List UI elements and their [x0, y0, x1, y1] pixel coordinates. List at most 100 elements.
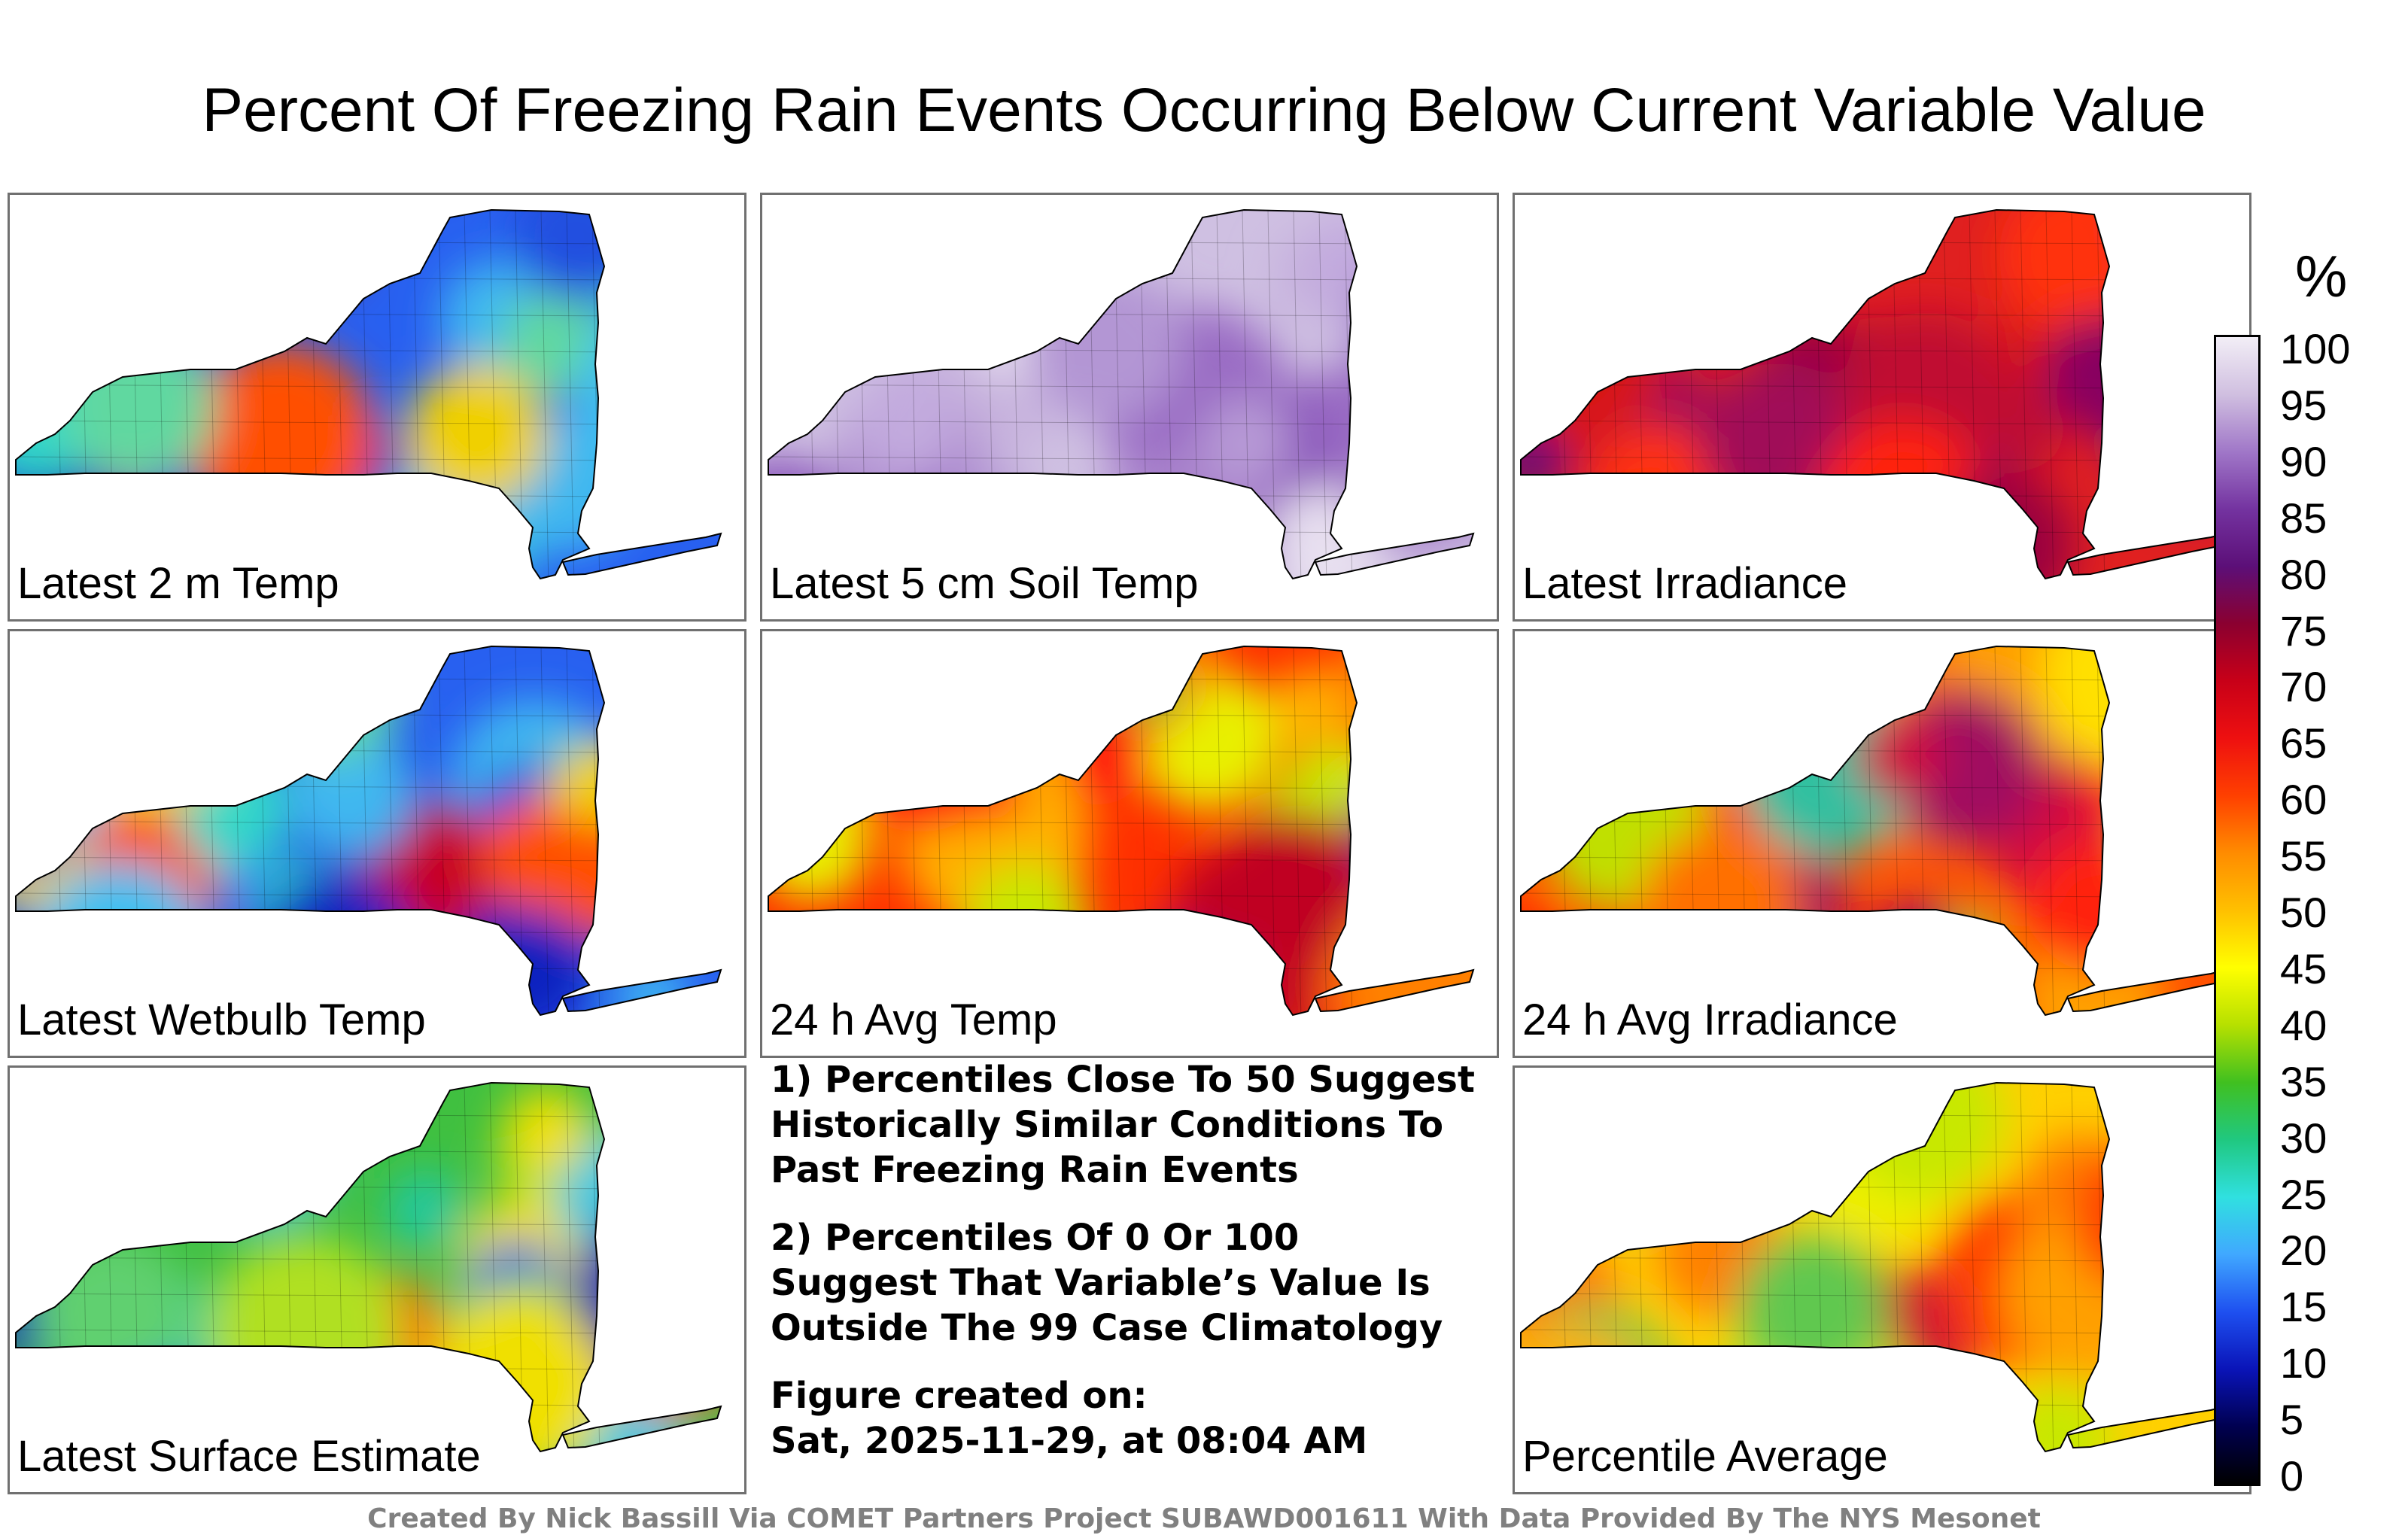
field-blob	[577, 294, 721, 483]
ny-state-map	[768, 645, 1475, 1017]
colorbar-tick-label: 35	[2280, 1057, 2327, 1105]
field-blob	[206, 1236, 403, 1432]
field-blob	[1331, 894, 1473, 1015]
panel-latest-surface-estimate: Latest Surface Estimate	[8, 1065, 746, 1494]
field-blob	[158, 210, 270, 296]
field-blob	[604, 210, 721, 339]
field-blob	[386, 1172, 463, 1248]
field-blob	[93, 646, 227, 720]
field-blob	[1201, 397, 1291, 486]
field-blob	[16, 216, 95, 345]
field-blob	[1269, 486, 1390, 579]
colorbar-tick-label: 0	[2280, 1452, 2304, 1500]
state-outline	[1520, 645, 2111, 1017]
field-blob	[69, 649, 233, 812]
colorbar-tick-label: 95	[2280, 381, 2327, 429]
field-shading	[768, 646, 1473, 1015]
field-blob	[1137, 669, 1280, 812]
state-outline	[768, 645, 1358, 1017]
state-outline	[15, 1081, 606, 1453]
credit-line: Created By Nick Bassill Via COMET Partne…	[367, 1503, 2041, 1534]
field-blob	[616, 962, 689, 1015]
panel-label: 24 h Avg Irradiance	[1522, 995, 1898, 1044]
panel-latest-2m-temp: Latest 2 m Temp	[8, 193, 746, 622]
field-blob	[1750, 1083, 1836, 1161]
panel-label: Latest Wetbulb Temp	[17, 995, 426, 1044]
colorbar-tick-label: 75	[2280, 606, 2327, 655]
field-blob	[93, 646, 275, 737]
colorbar-tick-label: 20	[2280, 1226, 2327, 1275]
colorbar-tick-label: 45	[2280, 944, 2327, 992]
field-blob	[406, 364, 548, 506]
state-outline	[561, 532, 722, 576]
field-blob	[1299, 216, 1403, 320]
field-blob	[182, 1083, 339, 1226]
colorbar-tick-label: 65	[2280, 719, 2327, 768]
colorbar-tick-label: 15	[2280, 1283, 2327, 1331]
field-blob	[481, 801, 591, 911]
panel-label: 24 h Avg Temp	[770, 995, 1057, 1044]
panel-24h-avg-irradiance: 24 h Avg Irradiance	[1513, 629, 2251, 1058]
field-blob	[391, 499, 523, 579]
field-shading	[1521, 1083, 2226, 1451]
panel-latest-5cm-soil-temp: Latest 5 cm Soil Temp	[760, 193, 1499, 622]
field-blob	[617, 1184, 721, 1290]
field-shading	[16, 1083, 721, 1451]
field-blob	[1372, 646, 1467, 736]
field-blob	[1174, 850, 1279, 955]
field-blob	[1342, 646, 1473, 768]
colorbar-tick-label: 5	[2280, 1396, 2304, 1444]
field-blob	[2003, 1384, 2114, 1451]
field-blob	[1856, 713, 1943, 801]
panel-percentile-average: Percentile Average	[1513, 1065, 2251, 1494]
ny-state-map	[15, 645, 722, 1017]
field-blob	[1918, 910, 2002, 993]
field-blob	[175, 752, 287, 865]
state-outline	[1314, 532, 1475, 576]
colorbar-tick-label: 55	[2280, 832, 2327, 880]
panel-24h-avg-temp: 24 h Avg Temp	[760, 629, 1499, 1058]
field-shading	[1521, 210, 2226, 579]
field-blob	[572, 1207, 721, 1385]
field-blob	[623, 292, 721, 436]
field-blob	[1547, 210, 1651, 298]
notes-block: 1) Percentiles Close To 50 Suggest Histo…	[771, 1057, 1478, 1464]
field-blob	[962, 862, 1087, 986]
field-blob	[835, 664, 1004, 833]
field-blob	[596, 1261, 721, 1416]
field-blob	[853, 370, 961, 478]
field-blob	[1321, 356, 1432, 467]
panel-latest-irradiance: Latest Irradiance	[1513, 193, 2251, 622]
ny-state-map	[1520, 645, 2227, 1017]
field-blob	[1353, 351, 1473, 535]
colorbar	[2214, 335, 2261, 1486]
created-time: Sat, 2025-11-29, at 08:04 AM	[771, 1420, 1368, 1462]
field-blob	[16, 803, 61, 874]
field-blob	[1589, 1153, 1662, 1226]
state-outline	[1520, 208, 2111, 580]
field-shading	[16, 646, 721, 1015]
field-shading	[768, 210, 1473, 579]
state-outline	[561, 1405, 722, 1449]
field-blob	[1269, 666, 1357, 753]
field-blob	[931, 713, 1038, 820]
field-blob	[59, 327, 217, 485]
field-blob	[1365, 705, 1473, 827]
colorbar-tick-label: 10	[2280, 1339, 2327, 1388]
field-blob	[81, 1083, 186, 1152]
panel-latest-wetbulb-temp: Latest Wetbulb Temp	[8, 629, 746, 1058]
state-outline	[1520, 1081, 2111, 1453]
field-blob	[186, 343, 376, 533]
field-blob	[874, 210, 1000, 284]
panel-label: Latest Irradiance	[1522, 559, 1848, 608]
note-2: 2) Percentiles Of 0 Or 100 Suggest That …	[771, 1217, 1443, 1349]
created-label: Figure created on:	[771, 1375, 1148, 1417]
state-outline	[1314, 968, 1475, 1013]
field-blob	[1868, 900, 1966, 999]
field-blob	[1354, 739, 1473, 915]
colorbar-tick-label: 80	[2280, 550, 2327, 598]
note-1: 1) Percentiles Close To 50 Suggest Histo…	[771, 1059, 1475, 1191]
panel-label: Latest 5 cm Soil Temp	[770, 559, 1199, 608]
field-blob	[1736, 1232, 1889, 1385]
state-outline	[768, 208, 1358, 580]
